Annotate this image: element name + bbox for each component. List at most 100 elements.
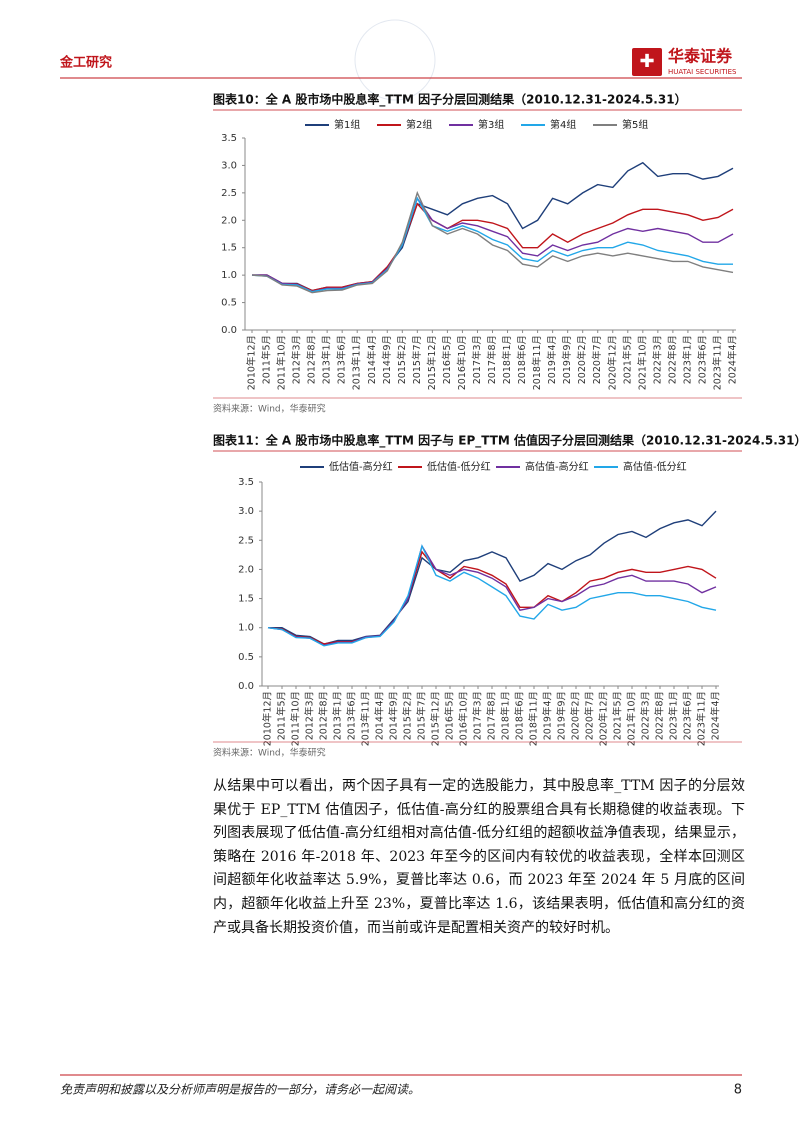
legend-label: 第3组 bbox=[478, 118, 504, 131]
x-tick-label: 2011年5月 bbox=[276, 691, 288, 740]
series-line bbox=[251, 196, 733, 293]
decor bbox=[354, 19, 436, 101]
x-tick-label: 2016年10月 bbox=[456, 335, 468, 390]
x-tick-label: 2022年3月 bbox=[640, 691, 652, 740]
x-tick-label: 2012年8月 bbox=[318, 691, 330, 740]
y-tick-label: 1.0 bbox=[238, 623, 254, 634]
x-tick-label: 2018年6月 bbox=[516, 335, 528, 384]
x-tick-label: 2014年9月 bbox=[381, 335, 393, 384]
y-tick-label: 1.5 bbox=[238, 594, 254, 605]
series-line bbox=[268, 510, 717, 645]
logo-glyph: ✚ bbox=[639, 51, 654, 72]
y-tick-label: 3.0 bbox=[238, 506, 254, 517]
x-tick-label: 2024年4月 bbox=[727, 335, 739, 384]
x-tick-label: 2023年1月 bbox=[681, 335, 693, 384]
x-tick-label: 2023年11月 bbox=[711, 335, 723, 390]
x-tick-label: 2015年12月 bbox=[430, 691, 442, 746]
x-tick-label: 2012年3月 bbox=[304, 691, 316, 740]
x-tick-label: 2017年3月 bbox=[471, 335, 483, 384]
x-tick-label: 2013年1月 bbox=[321, 335, 333, 384]
legend-label: 第1组 bbox=[334, 118, 360, 131]
x-tick-label: 2023年1月 bbox=[668, 691, 680, 740]
logo-mark bbox=[632, 48, 662, 76]
y-tick-label: 2.0 bbox=[221, 215, 237, 226]
x-tick-label: 2019年4月 bbox=[546, 335, 558, 384]
legend-label: 低估值-高分红 bbox=[329, 460, 393, 473]
x-tick-label: 2015年2月 bbox=[402, 691, 414, 740]
x-tick-label: 2010年12月 bbox=[262, 691, 274, 746]
x-tick-label: 2020年12月 bbox=[606, 335, 618, 390]
logo-cn: 华泰证券 bbox=[668, 47, 733, 66]
series-line bbox=[252, 202, 734, 292]
y-tick-label: 3.5 bbox=[238, 477, 254, 488]
x-tick-label: 2021年10月 bbox=[636, 335, 648, 390]
x-tick-label: 2013年6月 bbox=[346, 691, 358, 740]
y-tick-label: 2.5 bbox=[221, 188, 237, 199]
y-tick-label: 0.0 bbox=[238, 681, 254, 692]
x-tick-label: 2014年4月 bbox=[374, 691, 386, 740]
section: 金工研究 bbox=[59, 55, 112, 71]
x-tick-label: 2015年12月 bbox=[426, 335, 438, 390]
x-tick-label: 2024年4月 bbox=[710, 691, 722, 740]
x-tick-label: 2013年11月 bbox=[351, 335, 363, 390]
x-tick-label: 2010年12月 bbox=[246, 335, 258, 390]
legend-label: 高估值-低分红 bbox=[623, 460, 687, 473]
paragraph: 从结果中可以看出，两个因子具有一定的选股能力，其中股息率_TTM 因子的分层效果… bbox=[213, 778, 745, 936]
x-tick-label: 2018年6月 bbox=[514, 691, 526, 740]
x-tick-label: 2022年3月 bbox=[651, 335, 663, 384]
x-tick-label: 2021年5月 bbox=[612, 691, 624, 740]
x-tick-label: 2016年5月 bbox=[441, 335, 453, 384]
y-tick-label: 0.5 bbox=[221, 298, 237, 309]
y-tick-label: 0.0 bbox=[221, 325, 237, 336]
series-line bbox=[267, 550, 717, 645]
x-tick-label: 2022年8月 bbox=[666, 335, 678, 384]
x-tick-label: 2011年10月 bbox=[276, 335, 288, 390]
x-tick-label: 2014年4月 bbox=[366, 335, 378, 384]
x-tick-label: 2011年10月 bbox=[290, 691, 302, 746]
y-tick-label: 1.0 bbox=[221, 270, 237, 281]
y-tick-label: 1.5 bbox=[221, 243, 237, 254]
legend-label: 第4组 bbox=[550, 118, 576, 131]
x-tick-label: 2015年7月 bbox=[416, 691, 428, 740]
x-tick-label: 2017年8月 bbox=[486, 335, 498, 384]
x-tick-label: 2011年5月 bbox=[261, 335, 273, 384]
chart-title: 图表10：全 A 股市场中股息率_TTM 因子分层回测结果（2010.12.31… bbox=[213, 92, 687, 108]
chart-title: 图表11：全 A 股市场中股息率_TTM 因子与 EP_TTM 估值因子分层回测… bbox=[213, 433, 802, 449]
x-tick-label: 2012年3月 bbox=[291, 335, 303, 384]
x-tick-label: 2018年11月 bbox=[531, 335, 543, 390]
x-tick-label: 2020年2月 bbox=[570, 691, 582, 740]
x-tick-label: 2017年8月 bbox=[486, 691, 498, 740]
x-tick-label: 2018年1月 bbox=[501, 335, 513, 384]
legend-label: 高估值-高分红 bbox=[525, 460, 589, 473]
x-tick-label: 2013年6月 bbox=[336, 335, 348, 384]
x-tick-label: 2023年11月 bbox=[696, 691, 708, 746]
x-tick-label: 2020年2月 bbox=[576, 335, 588, 384]
legend-label: 第5组 bbox=[622, 118, 648, 131]
x-tick-label: 2018年11月 bbox=[528, 691, 540, 746]
x-tick-label: 2021年5月 bbox=[621, 335, 633, 384]
disclaimer: 免责声明和披露以及分析师声明是报告的一部分，请务必一起阅读。 bbox=[60, 1083, 420, 1097]
y-tick-label: 2.5 bbox=[238, 535, 254, 546]
source: 资料来源：Wind，华泰研究 bbox=[213, 747, 326, 759]
legend-label: 第2组 bbox=[406, 118, 432, 131]
x-tick-label: 2022年8月 bbox=[654, 691, 666, 740]
y-tick-label: 2.0 bbox=[238, 564, 254, 575]
logo-en: HUATAI SECURITIES bbox=[668, 68, 737, 76]
series-line bbox=[267, 544, 717, 647]
source: 资料来源：Wind，华泰研究 bbox=[213, 403, 326, 415]
x-tick-label: 2019年9月 bbox=[556, 691, 568, 740]
x-tick-label: 2023年6月 bbox=[696, 335, 708, 384]
x-tick-label: 2019年9月 bbox=[561, 335, 573, 384]
x-tick-label: 2015年2月 bbox=[396, 335, 408, 384]
x-tick-label: 2012年8月 bbox=[306, 335, 318, 384]
y-tick-label: 3.0 bbox=[221, 160, 237, 171]
x-tick-label: 2020年7月 bbox=[584, 691, 596, 740]
x-tick-label: 2020年12月 bbox=[598, 691, 610, 746]
x-tick-label: 2020年7月 bbox=[591, 335, 603, 384]
x-tick-label: 2015年7月 bbox=[411, 335, 423, 384]
series-line bbox=[251, 190, 734, 294]
x-tick-label: 2017年3月 bbox=[472, 691, 484, 740]
x-tick-label: 2013年1月 bbox=[332, 691, 344, 740]
y-tick-label: 3.5 bbox=[221, 133, 237, 144]
